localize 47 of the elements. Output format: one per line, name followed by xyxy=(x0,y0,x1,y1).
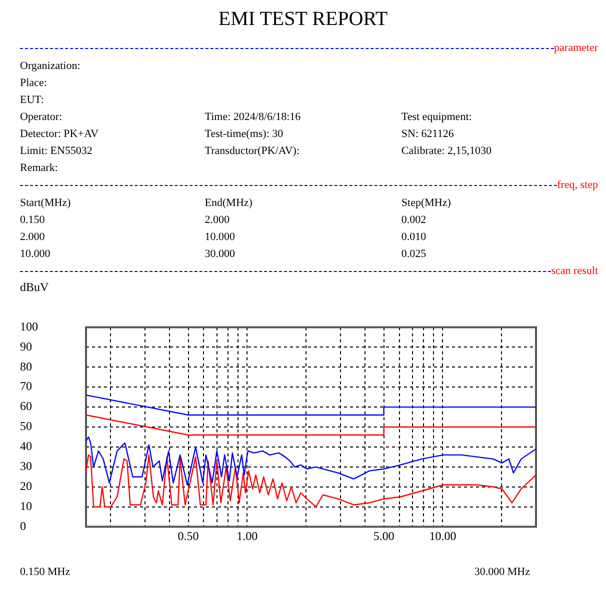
x-tick-label: 5.00 xyxy=(373,529,394,544)
y-tick-label: 80 xyxy=(20,359,32,374)
text: 0.010 xyxy=(401,230,428,242)
text: 10.000 xyxy=(204,230,236,242)
text: 30.000 MHz xyxy=(474,566,530,578)
text: Place: xyxy=(20,76,48,88)
chart-title: EMI TEST REPORT xyxy=(217,8,389,31)
text: Test-time(ms): 30 xyxy=(204,128,284,140)
x-tick-label: 10.00 xyxy=(429,529,456,544)
text: Operator: xyxy=(20,110,64,122)
text: Transductor(PK/AV): xyxy=(204,144,301,156)
y-tick-label: 0 xyxy=(20,518,26,533)
text: 0.150 xyxy=(20,214,46,226)
y-tick-label: 30 xyxy=(20,459,32,474)
text: Remark: xyxy=(20,162,59,174)
text: Test equipment: xyxy=(401,110,473,122)
text: Start(MHz) xyxy=(20,196,72,208)
text: Calibrate: 2,15,1030 xyxy=(401,144,493,156)
y-tick-label: 50 xyxy=(20,419,32,434)
y-tick-label: 70 xyxy=(20,379,32,394)
text: 0.150 MHz xyxy=(20,566,70,578)
text: scan result xyxy=(551,265,598,277)
y-tick-label: 90 xyxy=(20,339,32,354)
text: Detector: PK+AV xyxy=(20,128,100,140)
text: Organization: xyxy=(20,60,82,72)
y-tick-label: 10 xyxy=(20,498,32,513)
text: 30.000 xyxy=(204,248,236,260)
text: freq, step xyxy=(557,179,598,191)
text: 0.002 xyxy=(401,214,428,226)
y-tick-label: 100 xyxy=(20,319,38,334)
text: parameter xyxy=(554,42,598,54)
y-axis-title: dBuV xyxy=(19,280,50,296)
text: 2.000 xyxy=(20,230,46,242)
text: Limit: EN55032 xyxy=(20,144,94,156)
y-tick-label: 60 xyxy=(20,399,32,414)
x-tick-label: 1.00 xyxy=(236,529,258,544)
text: Time: 2024/8/6/18:16 xyxy=(204,110,302,122)
text: End(MHz) xyxy=(204,196,254,208)
text: 0.025 xyxy=(401,248,428,260)
y-tick-label: 40 xyxy=(20,439,32,454)
text: Step(MHz) xyxy=(401,196,452,208)
text: EUT: xyxy=(20,94,45,106)
y-tick-label: 20 xyxy=(20,479,32,494)
text: SN: 621126 xyxy=(401,128,455,140)
text: 2.000 xyxy=(204,214,231,226)
text: 10.000 xyxy=(20,248,52,260)
x-tick-label: 0.50 xyxy=(178,529,199,544)
